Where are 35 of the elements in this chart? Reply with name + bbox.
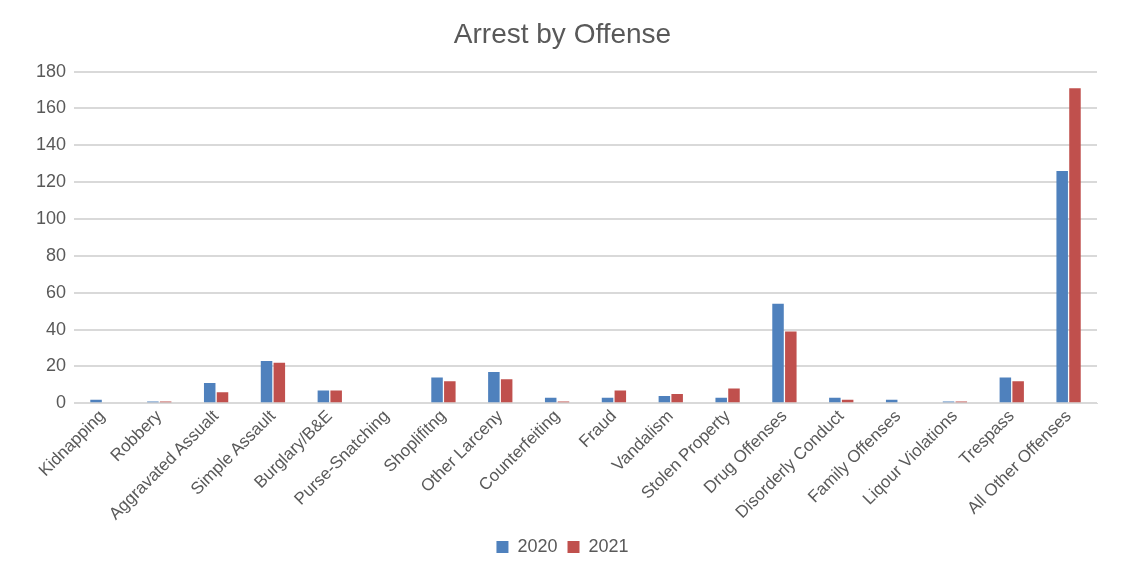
bar [488, 372, 500, 403]
bar [715, 397, 727, 403]
bar [658, 395, 671, 403]
legend-label: 2021 [588, 535, 629, 556]
bar [317, 390, 330, 403]
bar [728, 388, 740, 403]
chart-title: Arrest by Offense [453, 17, 672, 49]
bar [999, 377, 1012, 403]
y-tick-label: 20 [46, 355, 67, 376]
bar [431, 377, 443, 403]
bar [1069, 88, 1081, 403]
bar [614, 390, 627, 403]
bar [772, 303, 784, 403]
y-tick-label: 40 [46, 318, 67, 339]
legend-label: 2020 [517, 535, 558, 556]
y-tick-label: 160 [35, 97, 67, 118]
bar [330, 390, 342, 403]
y-tick-label: 140 [35, 134, 67, 155]
bar [500, 379, 513, 403]
bar [216, 392, 229, 403]
y-tick-label: 60 [46, 281, 67, 302]
bar [203, 383, 216, 403]
y-tick-label: 180 [35, 60, 67, 81]
bar [273, 362, 286, 403]
bar [444, 381, 456, 403]
y-tick-label: 100 [35, 208, 67, 229]
bar [1056, 171, 1068, 403]
bar [1012, 381, 1024, 403]
bar [829, 397, 841, 403]
bar [260, 360, 273, 403]
bar [671, 394, 683, 403]
y-tick-label: 80 [46, 244, 67, 265]
bar [785, 331, 797, 403]
y-tick-label: 0 [56, 392, 67, 413]
y-tick-label: 120 [35, 171, 67, 192]
